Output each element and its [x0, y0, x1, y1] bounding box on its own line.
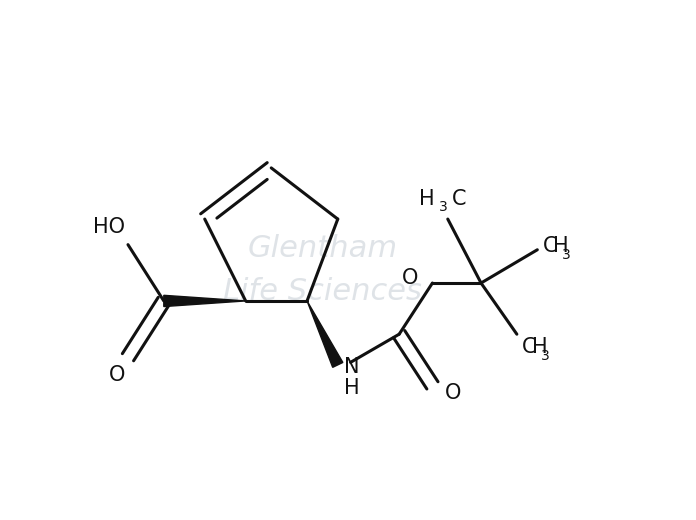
- Text: O: O: [109, 365, 125, 385]
- Text: H: H: [553, 236, 569, 256]
- Text: C: C: [522, 337, 537, 357]
- Text: N: N: [344, 357, 359, 378]
- Text: O: O: [445, 383, 461, 403]
- Polygon shape: [307, 301, 343, 367]
- Text: 3: 3: [541, 349, 550, 363]
- Text: HO: HO: [93, 217, 125, 237]
- Text: H: H: [532, 337, 548, 357]
- Text: 3: 3: [439, 200, 448, 214]
- Polygon shape: [164, 295, 246, 307]
- Text: C: C: [542, 236, 557, 256]
- Text: 3: 3: [562, 248, 571, 262]
- Text: H: H: [420, 189, 435, 209]
- Text: C: C: [452, 189, 466, 209]
- Text: Glentham
Life Sciences: Glentham Life Sciences: [223, 235, 422, 306]
- Text: O: O: [402, 268, 418, 288]
- Text: H: H: [344, 378, 360, 398]
